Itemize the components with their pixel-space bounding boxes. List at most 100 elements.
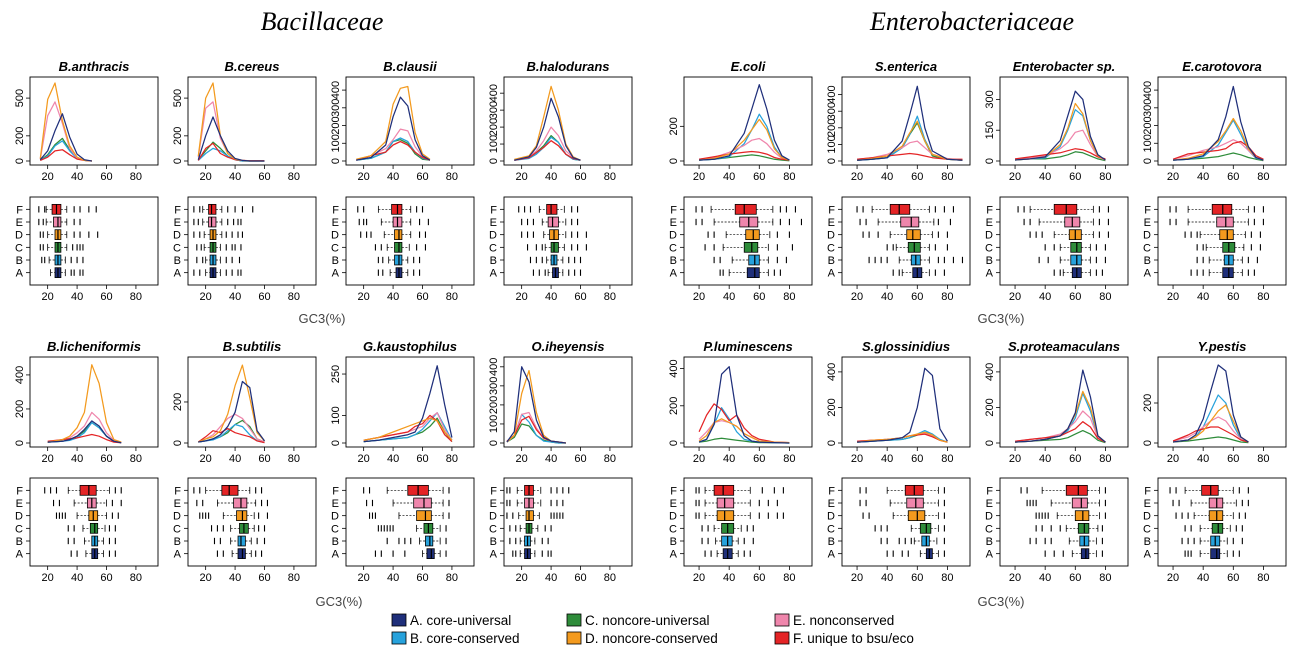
x-tick-label: 40 — [1197, 453, 1209, 465]
series-line-d — [698, 418, 790, 444]
box-row-label-c: C — [331, 523, 339, 535]
box-f — [546, 203, 558, 215]
x-tick-label: 60 — [416, 572, 428, 584]
x-tick-label: 40 — [1039, 291, 1051, 303]
box-b — [237, 535, 246, 547]
line-plot-frame — [503, 356, 633, 448]
box-a — [1210, 548, 1221, 560]
y-tick-label: 300 — [488, 377, 500, 395]
box-d — [906, 229, 921, 241]
x-tick-label: 20 — [851, 572, 863, 584]
box-row-label-d: D — [173, 511, 181, 523]
y-tick-label: 200 — [668, 117, 680, 135]
box-d — [1074, 510, 1090, 522]
box-row-label-a: A — [490, 268, 498, 280]
box-row-label-b: B — [986, 536, 993, 548]
x-axis-label-bacillaceae-top: GC3(%) — [299, 311, 346, 326]
series-line-e — [1172, 416, 1249, 443]
y-tick-label: 200 — [668, 397, 680, 415]
line-plot-frame — [1157, 356, 1287, 448]
family-title-bacillaceae: Bacillaceae — [261, 7, 384, 36]
y-tick-label: 0 — [1142, 440, 1154, 446]
x-tick-label: 20 — [1009, 453, 1021, 465]
series-line-d — [363, 417, 453, 441]
y-tick-label: 200 — [14, 127, 26, 145]
box-plot-frame — [999, 196, 1129, 286]
series-line-d — [1015, 102, 1106, 161]
x-tick-label: 60 — [911, 453, 923, 465]
box-row-label-c: C — [669, 523, 677, 535]
box-row-label-f: F — [332, 204, 339, 216]
x-tick-label: 40 — [545, 453, 557, 465]
y-tick-label: 0 — [826, 158, 838, 164]
x-tick-label: 80 — [783, 291, 795, 303]
series-line-a — [197, 116, 265, 162]
box-f — [713, 484, 735, 496]
x-tick-label: 80 — [1099, 572, 1111, 584]
line-plot-frame — [999, 356, 1129, 448]
box-f — [79, 484, 97, 496]
panel-title: S.proteamaculans — [1008, 339, 1120, 354]
x-tick-label: 80 — [783, 572, 795, 584]
box-row-label-f: F — [670, 204, 677, 216]
box-row-label-d: D — [827, 511, 835, 523]
x-tick-label: 60 — [911, 171, 923, 183]
x-tick-label: 20 — [516, 171, 528, 183]
box-row-label-d: D — [15, 230, 23, 242]
legend-swatch — [566, 631, 582, 645]
box-row-label-f: F — [490, 204, 497, 216]
x-tick-label: 20 — [693, 171, 705, 183]
y-tick-label: 0 — [488, 440, 500, 446]
y-tick-label: 0 — [668, 158, 680, 164]
box-plot-frame — [187, 477, 317, 567]
box-c — [1070, 241, 1082, 253]
box-row-label-a: A — [828, 549, 836, 561]
x-tick-label: 20 — [693, 572, 705, 584]
y-tick-label: 300 — [984, 90, 996, 108]
series-line-f — [698, 150, 790, 161]
panel-title: B.anthracis — [59, 59, 130, 74]
series-line-d — [198, 364, 265, 443]
x-tick-label: 60 — [574, 572, 586, 584]
x-tick-label: 20 — [693, 291, 705, 303]
x-tick-label: 60 — [1069, 572, 1081, 584]
box-row-label-a: A — [174, 268, 182, 280]
box-d — [1219, 229, 1234, 241]
box-plot-frame — [187, 196, 317, 286]
x-tick-label: 80 — [941, 572, 953, 584]
panel-title: S.glossinidius — [862, 339, 950, 354]
line-plot-frame — [29, 76, 159, 166]
panel-title: Enterobacter sp. — [1013, 59, 1116, 74]
series-line-f — [1015, 148, 1106, 160]
y-tick-label: 150 — [984, 121, 996, 139]
box-a — [746, 267, 760, 279]
box-e — [547, 216, 559, 228]
x-tick-label: 40 — [881, 572, 893, 584]
series-line-e — [514, 126, 581, 161]
x-axis-label-bacillaceae-bottom: GC3(%) — [316, 594, 363, 609]
legend-swatch — [391, 631, 407, 645]
box-row-label-b: B — [332, 536, 339, 548]
x-tick-label: 80 — [446, 453, 458, 465]
box-d — [525, 510, 534, 522]
series-line-e — [198, 413, 265, 443]
box-f — [391, 203, 403, 215]
series-line-a — [1015, 369, 1106, 443]
box-row-label-a: A — [1144, 549, 1152, 561]
x-tick-label: 40 — [881, 453, 893, 465]
x-tick-label: 60 — [258, 291, 270, 303]
box-row-label-d: D — [1143, 511, 1151, 523]
panel-title: B.halodurans — [526, 59, 609, 74]
y-tick-label: 0 — [826, 440, 838, 446]
y-tick-label: 200 — [826, 398, 838, 416]
series-line-e — [1015, 129, 1106, 161]
panel-title: P.luminescens — [703, 339, 792, 354]
box-d — [745, 229, 760, 241]
box-e — [1216, 216, 1234, 228]
x-tick-label: 80 — [941, 171, 953, 183]
